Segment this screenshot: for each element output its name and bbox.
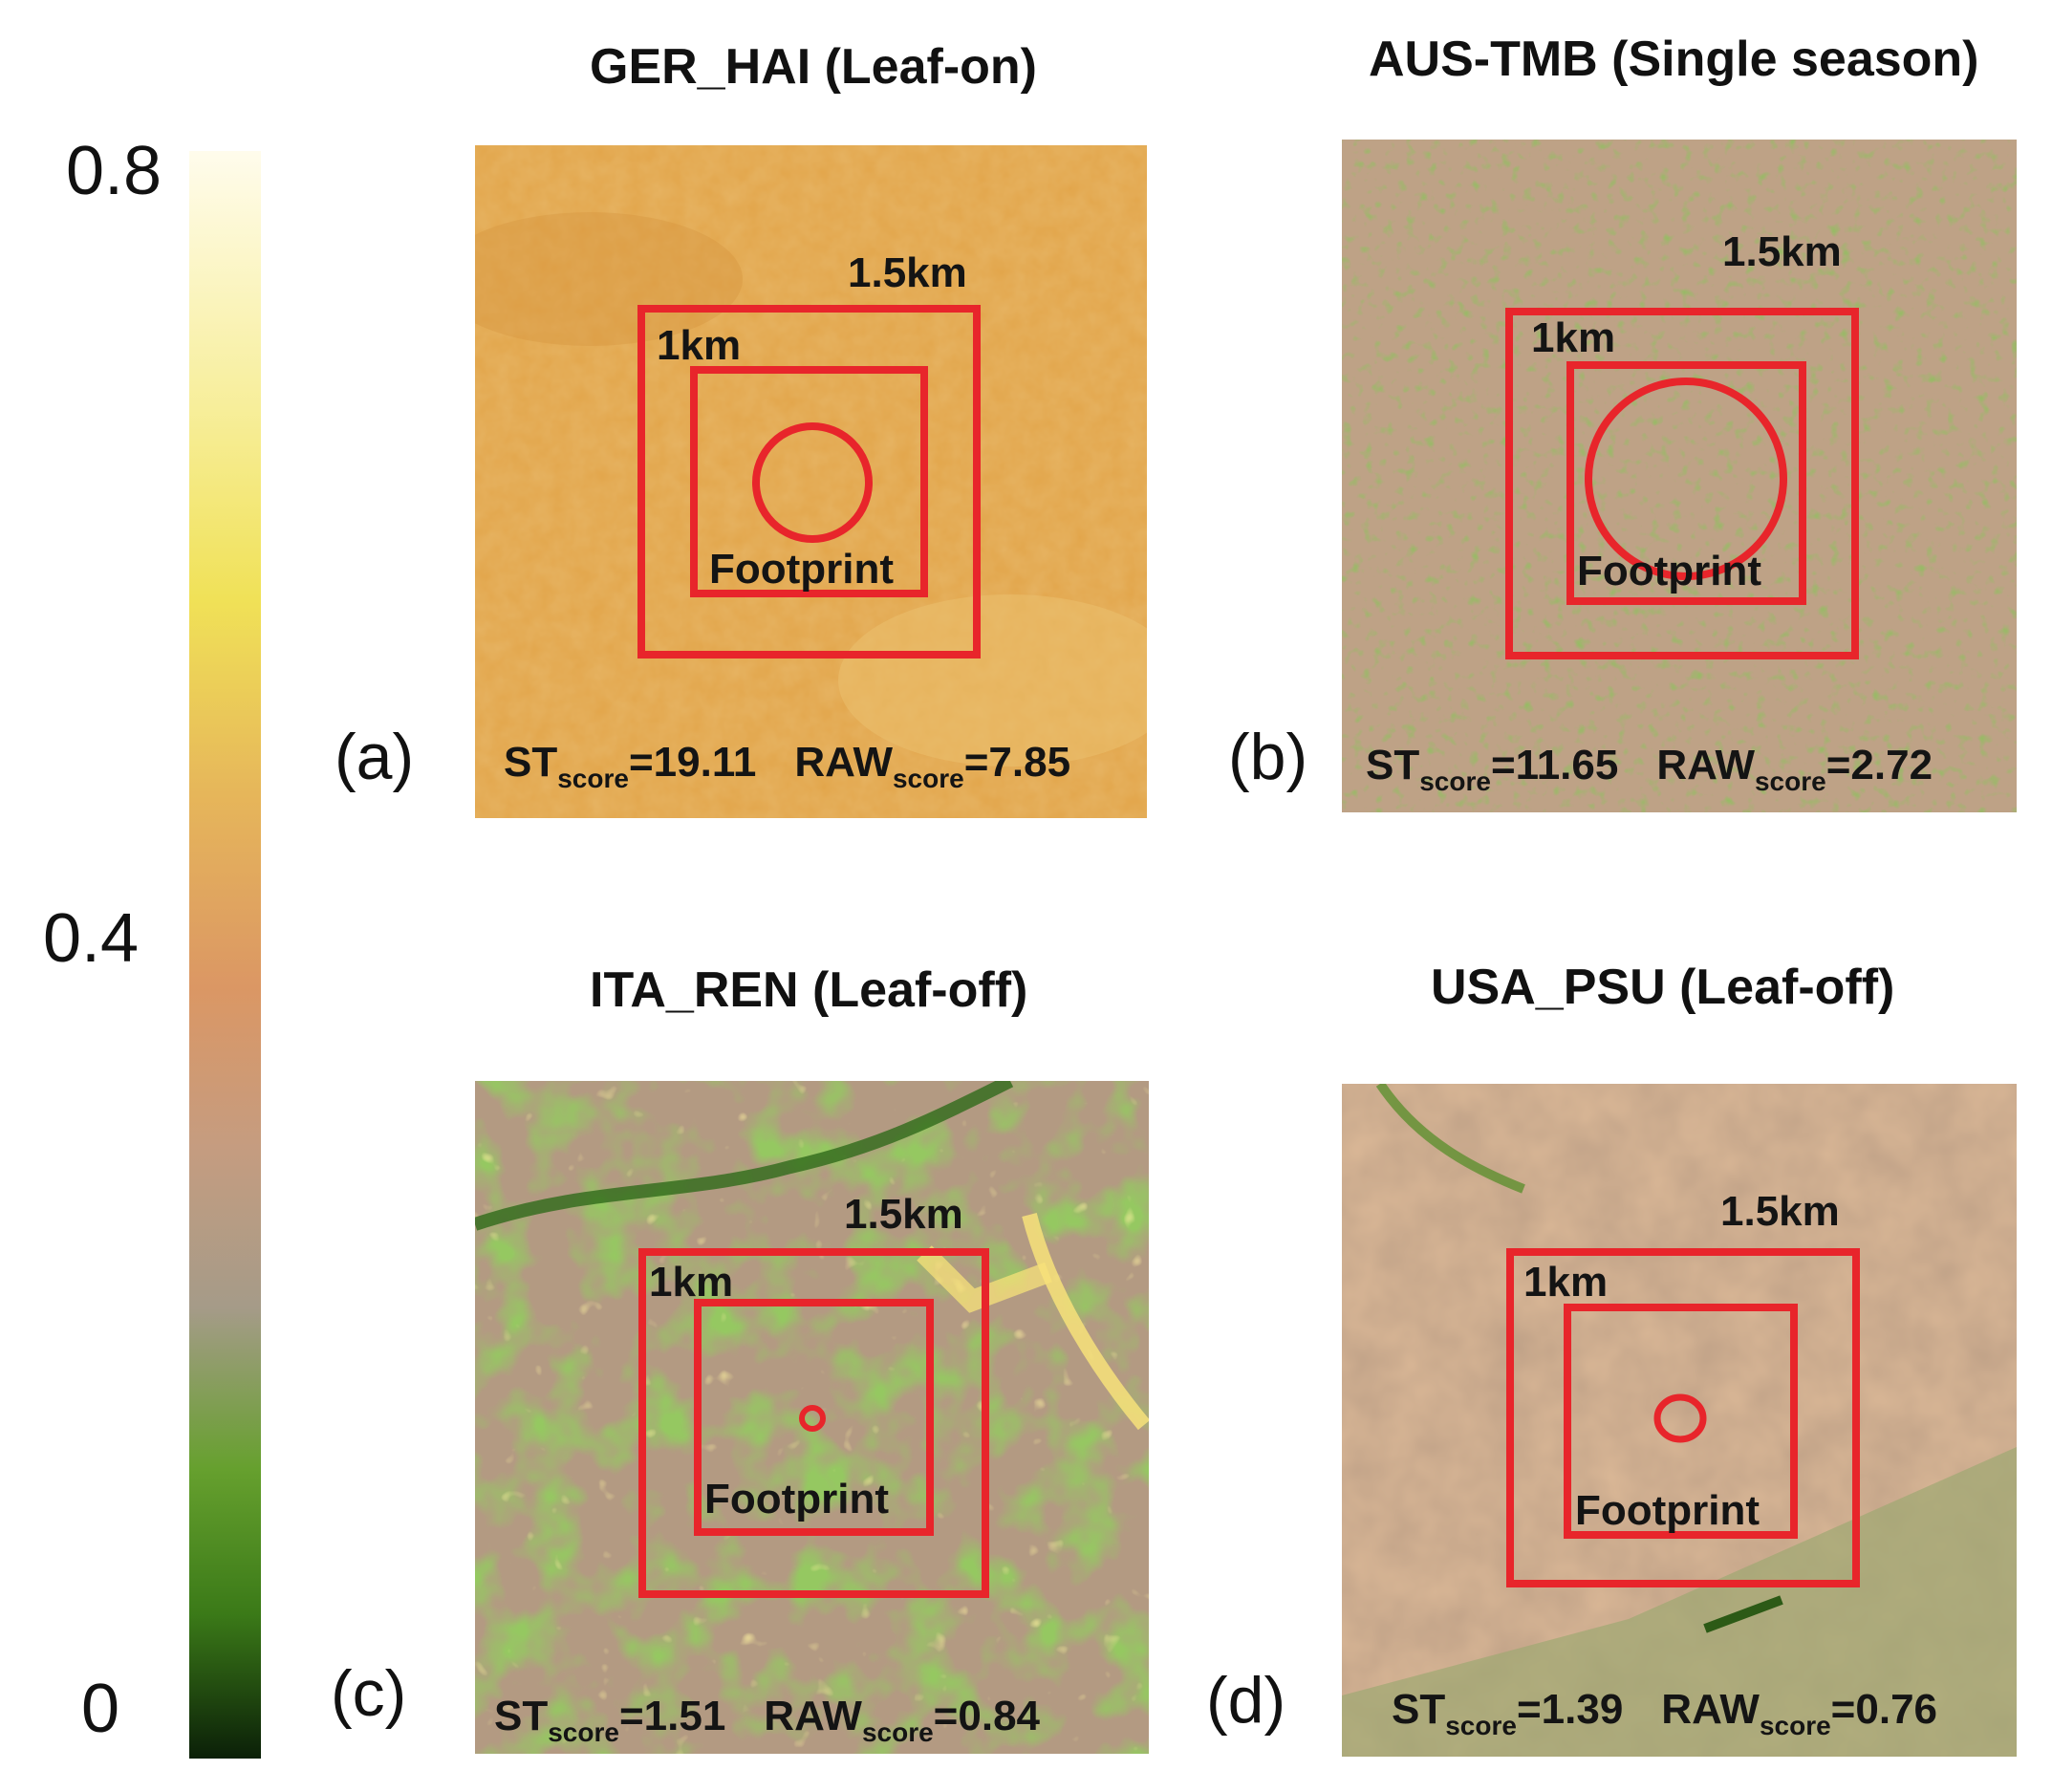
label-1-5km: 1.5km [848, 249, 967, 296]
inner-box-1km [690, 366, 928, 597]
inner-box-1km [1566, 361, 1806, 605]
outer-box-1-5km [637, 305, 981, 659]
label-footprint: Footprint [1575, 1487, 1760, 1534]
panel-b-map: 1.5km 1km Footprint STscore=11.65 RAWscor… [1342, 140, 2017, 812]
footprint-circle [752, 422, 873, 543]
label-footprint: Footprint [1577, 548, 1761, 594]
colorbar-tick-bottom: 0 [81, 1671, 120, 1747]
panel-b-title: AUS-TMB (Single season) [1369, 32, 1979, 87]
label-1-5km: 1.5km [844, 1191, 963, 1238]
panel-c-map: 1.5km 1km Footprint STscore=1.51 RAWscore… [475, 1081, 1149, 1754]
colorbar-tick-top: 0.8 [66, 133, 162, 209]
outer-box-1-5km [1506, 1248, 1860, 1587]
score-line: STscore=1.51 RAWscore=0.84 [494, 1693, 1041, 1747]
colorbar [189, 151, 261, 1759]
footprint-circle [799, 1405, 826, 1432]
score-line: STscore=11.65 RAWscore=2.72 [1366, 742, 1933, 796]
label-1km: 1km [1531, 314, 1615, 361]
outer-box-1-5km [1505, 308, 1859, 659]
panel-b-letter: (b) [1228, 721, 1308, 793]
footprint-circle [1653, 1393, 1707, 1443]
label-1-5km: 1.5km [1720, 1188, 1840, 1235]
colorbar-tick-mid: 0.4 [43, 900, 140, 977]
panel-d-map: 1.5km 1km Footprint STscore=1.39 RAWscore… [1342, 1084, 2017, 1757]
panel-a-title: GER_HAI (Leaf-on) [590, 39, 1037, 95]
footprint-circle [1585, 378, 1787, 580]
label-1km: 1km [649, 1259, 733, 1306]
label-1-5km: 1.5km [1722, 228, 1842, 275]
label-footprint: Footprint [704, 1476, 889, 1522]
panel-d-letter: (d) [1206, 1664, 1286, 1737]
score-line: STscore=19.11 RAWscore=7.85 [504, 739, 1070, 793]
inner-box-1km [1564, 1304, 1798, 1539]
label-1km: 1km [657, 322, 741, 369]
label-footprint: Footprint [709, 546, 894, 593]
panel-c-letter: (c) [331, 1657, 407, 1730]
outer-box-1-5km [638, 1248, 989, 1598]
score-line: STscore=1.39 RAWscore=0.76 [1392, 1686, 1937, 1740]
panel-a-map: 1.5km 1km Footprint STscore=19.11 RAWscor… [475, 145, 1147, 818]
panel-d-title: USA_PSU (Leaf-off) [1431, 960, 1895, 1015]
panel-c-title: ITA_REN (Leaf-off) [590, 962, 1028, 1018]
inner-box-1km [694, 1299, 934, 1536]
panel-a-letter: (a) [335, 721, 415, 793]
label-1km: 1km [1523, 1259, 1608, 1306]
